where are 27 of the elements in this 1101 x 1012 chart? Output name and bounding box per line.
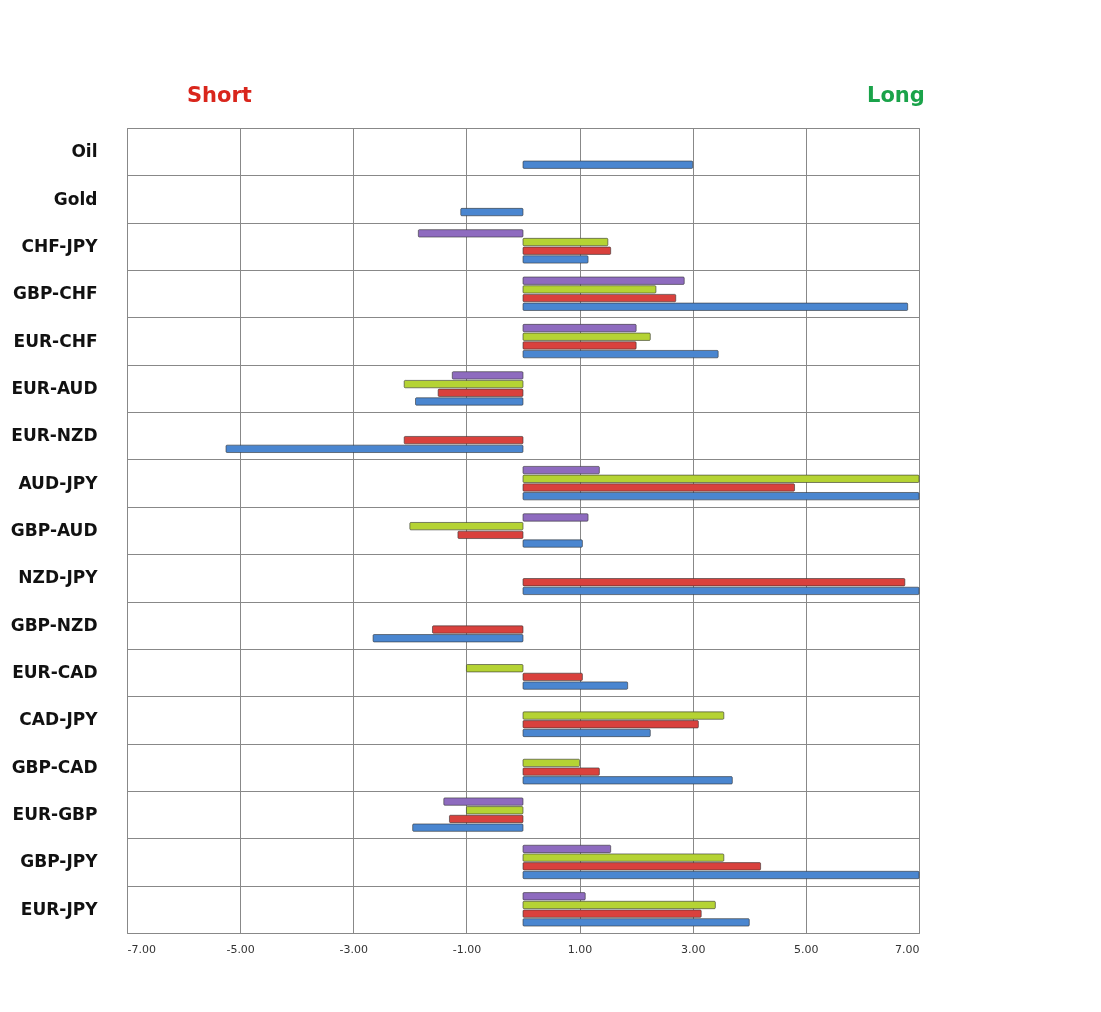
x-tick-label: 5.00: [794, 942, 819, 956]
y-tick-label: GBP-JPY: [20, 851, 99, 872]
y-tick-label: Gold: [53, 188, 98, 209]
x-tick-label: 3.00: [680, 942, 706, 956]
x-tick-label: -3.00: [339, 942, 369, 956]
x-tick-label: -1.00: [452, 942, 482, 956]
y-tick-label: EUR-CHF: [13, 330, 98, 351]
y-tick-label: CAD-JPY: [19, 709, 99, 730]
y-tick-label: EUR-JPY: [20, 898, 99, 919]
x-tick-label: 1.00: [567, 942, 593, 956]
y-tick-label: EUR-AUD: [11, 377, 98, 398]
y-tick-label: Oil: [71, 141, 98, 162]
y-tick-label: EUR-CAD: [12, 662, 98, 683]
y-tick-label: EUR-NZD: [11, 425, 98, 446]
y-tick-label: GBP-AUD: [10, 520, 98, 540]
x-tick-label: -5.00: [226, 942, 255, 956]
text: Long: [867, 83, 925, 107]
y-tick-label: CHF-JPY: [21, 235, 99, 256]
y-tick-label: EUR-GBP: [12, 804, 98, 825]
x-tick-label: 7.00: [895, 942, 920, 956]
y-tick-label: GBP-NZD: [10, 614, 98, 635]
y-tick-label: AUD-JPY: [18, 472, 99, 493]
y-tick-label: NZD-JPY: [18, 567, 99, 588]
x-tick-label: -7.00: [127, 942, 156, 956]
y-tick-label: GBP-CAD: [11, 756, 98, 777]
text: Short: [187, 83, 252, 107]
y-tick-label: GBP-CHF: [13, 283, 98, 304]
